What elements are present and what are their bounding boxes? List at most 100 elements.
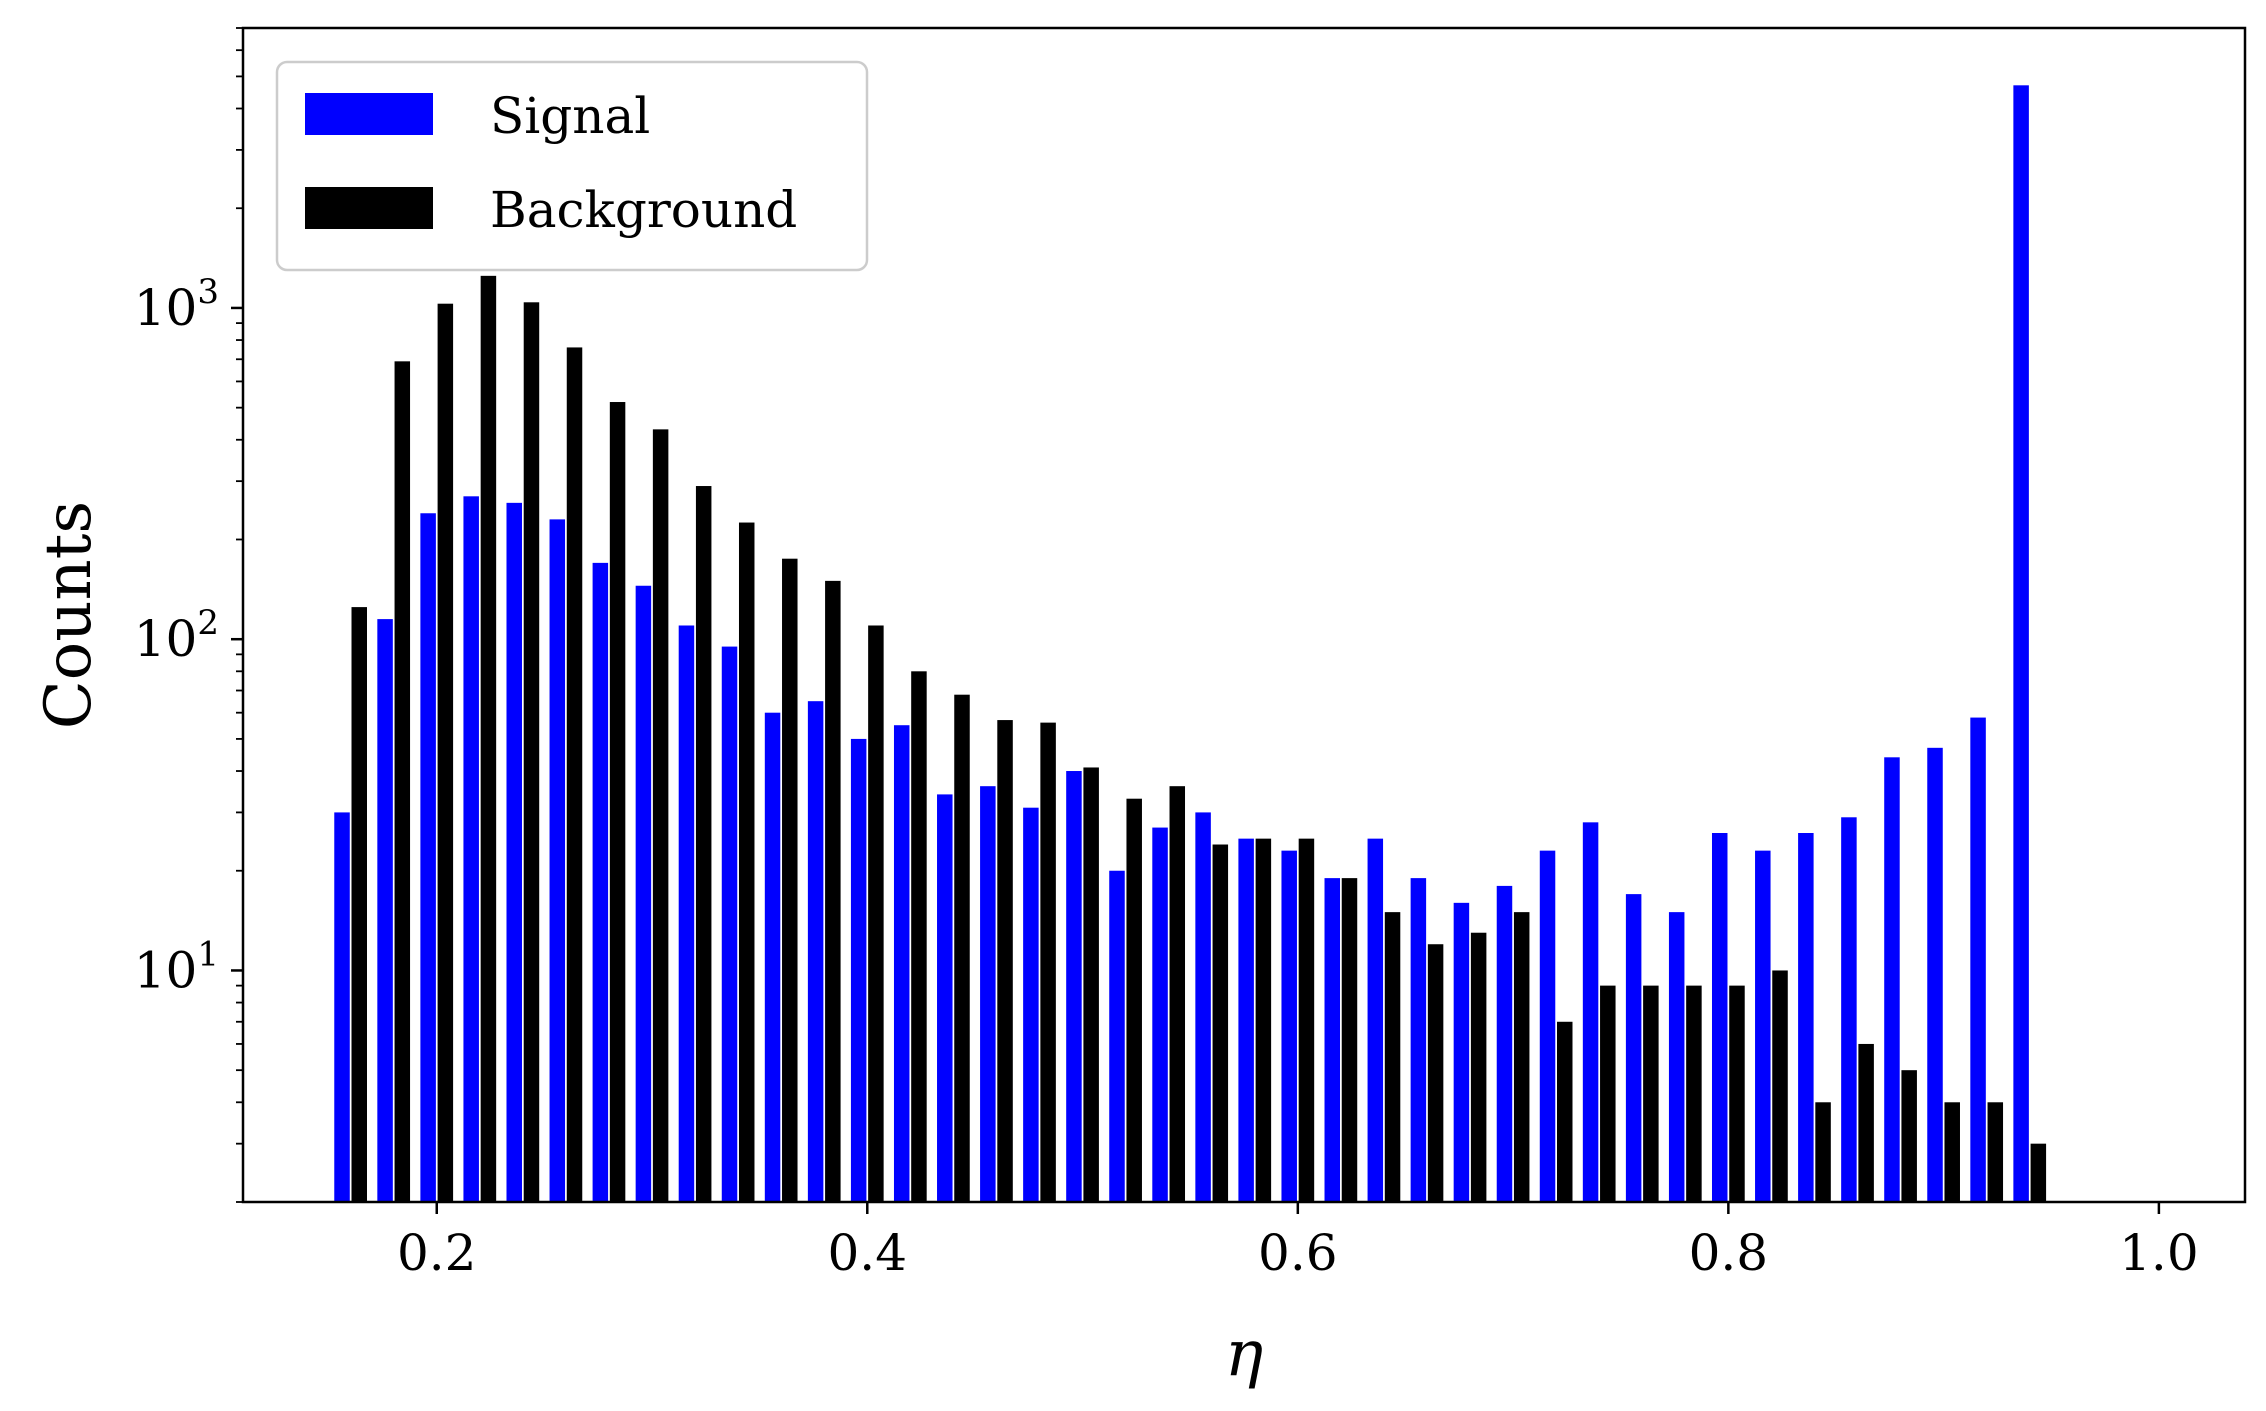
legend-label-signal: Signal — [490, 87, 650, 145]
y-tick-label: 101 — [134, 934, 219, 999]
background-bar — [1212, 844, 1229, 1202]
background-bar — [2030, 1143, 2047, 1202]
background-bar — [1470, 932, 1487, 1202]
x-tick-label: 0.8 — [1689, 1224, 1769, 1282]
y-tick-label: 103 — [134, 272, 219, 337]
signal-bar — [807, 701, 824, 1202]
background-bar — [1944, 1102, 1960, 1202]
background-bar — [1298, 838, 1315, 1202]
background-bar — [351, 607, 367, 1202]
signal-bar — [1755, 850, 1771, 1202]
signal-bar — [377, 619, 393, 1202]
signal-bar — [1539, 850, 1556, 1202]
background-bar — [997, 720, 1013, 1202]
signal-bar — [980, 786, 996, 1202]
legend: Signal Background — [275, 60, 869, 272]
x-axis-label: η — [1225, 1317, 1263, 1391]
legend-swatch-background — [305, 187, 433, 229]
background-bar — [609, 402, 626, 1202]
background-bar — [1341, 878, 1358, 1202]
background-bar — [1901, 1070, 1917, 1202]
signal-bar — [764, 712, 781, 1202]
legend-label-background: Background — [490, 181, 797, 239]
signal-bar — [1841, 817, 1857, 1202]
y-axis: 101 102 103 — [134, 27, 243, 1203]
background-bar — [652, 429, 669, 1202]
background-bar — [1427, 944, 1444, 1202]
signal-bar — [850, 738, 867, 1202]
signal-bar — [1453, 902, 1470, 1202]
signal-bar — [1884, 757, 1900, 1202]
signal-bar — [334, 812, 350, 1202]
signal-bar — [721, 646, 738, 1202]
x-tick-label: 0.2 — [397, 1224, 477, 1282]
signal-bar — [1668, 912, 1685, 1202]
background-bar — [1040, 722, 1056, 1202]
background-bar — [954, 694, 970, 1202]
background-bar — [1643, 985, 1659, 1202]
background-bar — [437, 303, 454, 1202]
background-bar — [1169, 786, 1186, 1202]
background-bar — [825, 580, 841, 1202]
signal-bar — [1195, 812, 1211, 1202]
x-axis: 0.2 0.4 0.6 0.8 1.0 — [397, 1202, 2199, 1282]
x-tick-label: 0.6 — [1258, 1224, 1338, 1282]
signal-bar — [506, 502, 522, 1203]
signal-bar — [1066, 771, 1082, 1202]
background-bar — [1384, 912, 1401, 1202]
background-bar — [480, 275, 497, 1203]
background-bar — [1255, 838, 1272, 1202]
y-tick-label: 102 — [134, 603, 219, 668]
signal-bar — [1927, 747, 1943, 1202]
signal-bar — [1324, 878, 1341, 1202]
background-bar — [1557, 1021, 1573, 1202]
signal-bar — [2013, 85, 2029, 1202]
bars-layer — [334, 85, 2047, 1203]
y-axis-label: Counts — [32, 501, 106, 730]
background-bar — [1686, 985, 1702, 1202]
background-bar — [868, 625, 884, 1202]
background-bar — [1858, 1043, 1874, 1202]
signal-bar — [1152, 827, 1168, 1202]
background-bar — [1987, 1102, 2004, 1202]
signal-bar — [1582, 822, 1599, 1202]
signal-bar — [420, 513, 436, 1202]
x-tick-label: 1.0 — [2119, 1224, 2199, 1282]
signal-bar — [1109, 870, 1125, 1202]
signal-bar — [1410, 878, 1427, 1202]
background-bar — [394, 361, 411, 1203]
background-bar — [523, 302, 540, 1202]
x-tick-label: 0.4 — [828, 1224, 908, 1282]
background-bar — [1815, 1102, 1831, 1202]
background-bar — [1600, 985, 1616, 1202]
signal-bar — [1367, 838, 1384, 1202]
signal-bar — [678, 625, 695, 1202]
legend-swatch-signal — [305, 93, 433, 135]
background-bar — [1772, 970, 1788, 1202]
background-bar — [1083, 767, 1099, 1202]
signal-bar — [463, 496, 479, 1202]
background-bar — [566, 347, 583, 1202]
plot-frame — [241, 26, 2247, 1204]
signal-bar — [1625, 894, 1642, 1202]
signal-bar — [893, 725, 910, 1202]
signal-bar — [1023, 807, 1039, 1202]
signal-bar — [592, 562, 609, 1202]
background-bar — [695, 486, 712, 1202]
background-bar — [1513, 912, 1530, 1202]
signal-bar — [937, 794, 953, 1202]
signal-bar — [1970, 717, 1986, 1202]
background-bar — [1126, 798, 1142, 1202]
signal-bar — [549, 519, 566, 1202]
signal-bar — [1496, 885, 1513, 1202]
signal-bar — [1238, 838, 1254, 1202]
signal-bar — [1798, 833, 1814, 1202]
signal-bar — [1711, 833, 1728, 1202]
background-bar — [911, 671, 927, 1202]
signal-bar — [635, 585, 652, 1202]
background-bar — [738, 522, 755, 1202]
background-bar — [1729, 985, 1745, 1202]
background-bar — [782, 558, 798, 1202]
signal-bar — [1281, 850, 1297, 1202]
